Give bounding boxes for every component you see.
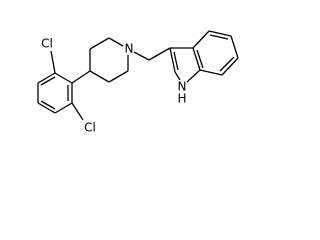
bonds: [37, 30, 239, 121]
bond: [37, 72, 56, 84]
bond: [169, 47, 176, 73]
page: Cl Cl N N H (() => { const data = JSON.p…: [37, 30, 239, 135]
bond: [54, 102, 73, 114]
bond: [148, 47, 171, 61]
bond: [199, 69, 223, 76]
atom-label: H: [177, 92, 186, 106]
bond: [37, 102, 56, 114]
bond: [196, 49, 204, 69]
atom-label: Cl: [84, 121, 96, 135]
bond: [40, 100, 56, 110]
bond: [54, 72, 73, 84]
bond: [221, 57, 239, 76]
bond: [71, 102, 84, 121]
bond: [208, 30, 232, 37]
atom-label: N: [178, 80, 187, 94]
bond: [192, 47, 201, 71]
atom-label: Cl: [41, 37, 53, 51]
bond: [40, 76, 56, 86]
bond: [71, 70, 91, 84]
bond: [108, 37, 124, 47]
bond: [174, 71, 181, 81]
bond: [173, 51, 179, 71]
bond: [186, 69, 201, 83]
bond: [89, 37, 110, 50]
bond: [89, 70, 110, 83]
bond: [230, 35, 239, 59]
structure-diagram: Cl Cl N N H: [37, 30, 239, 135]
bond: [50, 50, 56, 74]
atom-label: N: [125, 42, 134, 56]
bond: [209, 34, 229, 40]
bond: [133, 51, 150, 61]
bond: [219, 56, 235, 72]
bond: [192, 30, 210, 49]
bond: [108, 70, 129, 83]
